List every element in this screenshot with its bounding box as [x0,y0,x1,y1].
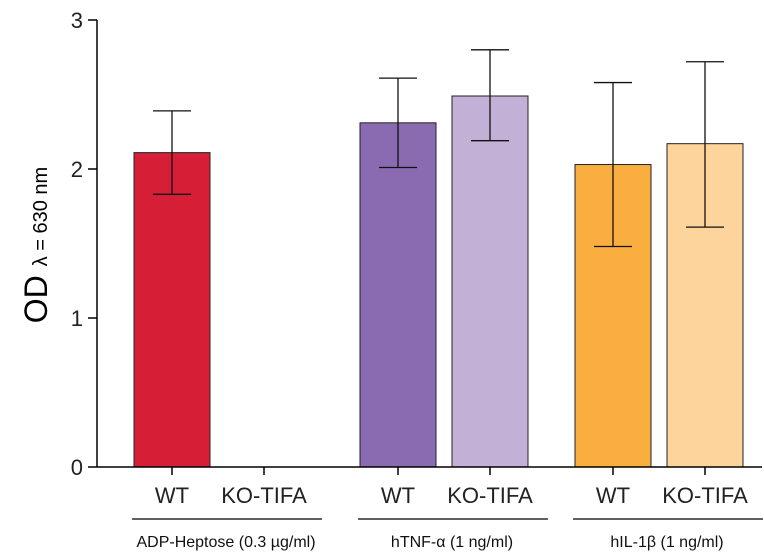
x-axis: WT KO-TIFA ADP-Heptose (0.3 µg/ml) WT KO-TIF… [97,466,763,551]
bar [451,95,529,468]
group-label: ADP-Heptose (0.3 µg/ml) [136,534,315,551]
y-tick-label: 1 [71,306,83,331]
labels: OD λ = 630 nm [18,167,54,323]
y-tick-label: 0 [71,455,83,480]
y-tick-label: 3 [71,8,83,33]
y-axis-label-main: OD [18,266,54,323]
x-tick-label: WT [381,483,415,508]
x-tick-label: KO-TIFA [447,483,533,508]
x-tick-label: WT [596,483,630,508]
y-tick-label: 2 [71,157,83,182]
x-tick-label: WT [155,483,189,508]
y-axis: 0 1 2 3 [71,8,98,480]
group-label: hIL-1β (1 ng/ml) [610,534,723,551]
bars [133,49,744,468]
y-axis-label: OD λ = 630 nm [18,167,54,323]
y-axis-label-sub: λ = 630 nm [30,167,52,267]
group-label: hTNF-α (1 ng/ml) [391,534,513,551]
bar [133,152,211,468]
bar [359,122,437,468]
x-tick-label: KO-TIFA [662,483,748,508]
x-tick-label: KO-TIFA [221,483,307,508]
